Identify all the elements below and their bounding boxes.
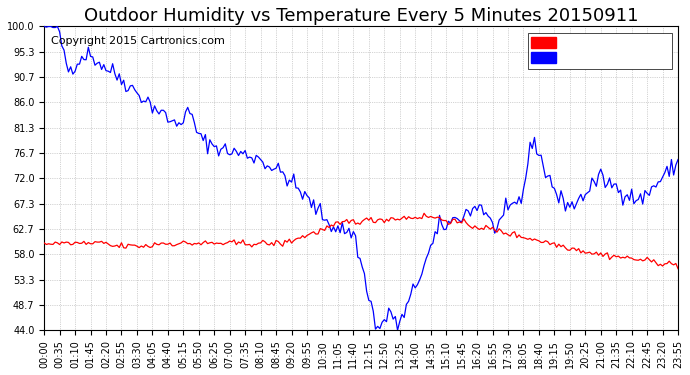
Text: Copyright 2015 Cartronics.com: Copyright 2015 Cartronics.com bbox=[50, 36, 224, 46]
Title: Outdoor Humidity vs Temperature Every 5 Minutes 20150911: Outdoor Humidity vs Temperature Every 5 … bbox=[84, 7, 638, 25]
Legend: Temperature (°F), Humidity (%): Temperature (°F), Humidity (%) bbox=[528, 33, 672, 69]
